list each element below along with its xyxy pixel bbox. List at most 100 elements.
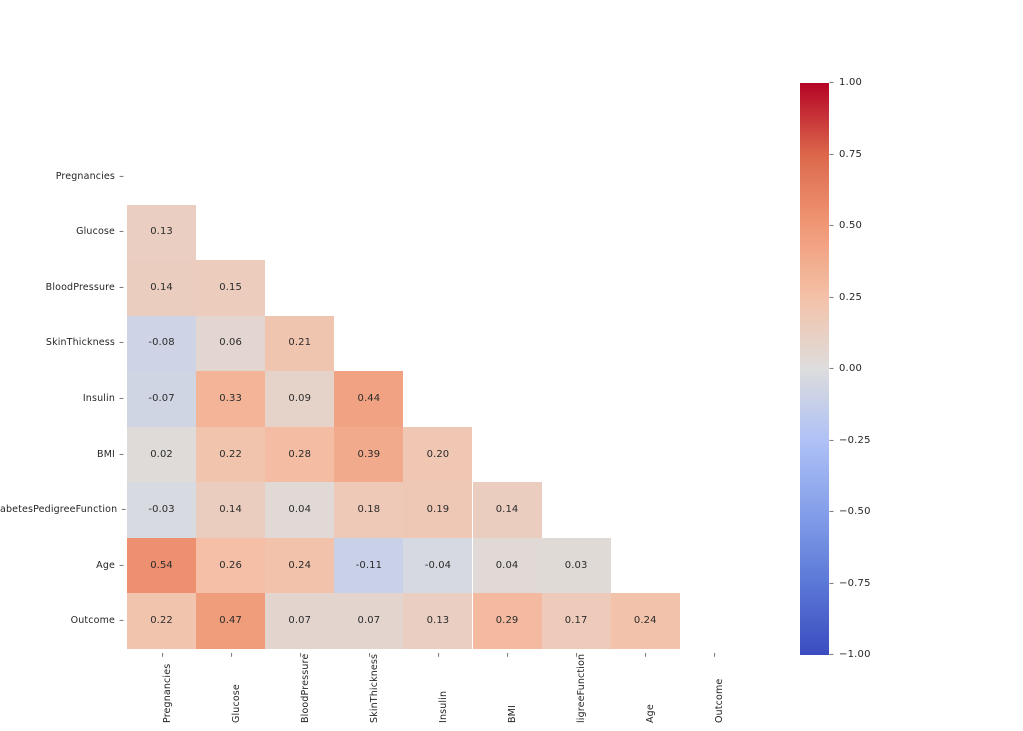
y-tick-mark: – — [119, 337, 124, 349]
heatmap-cell: 0.17 — [541, 593, 611, 649]
colorbar-tick: –0.25 — [800, 292, 862, 304]
heatmap-cell: 0.04 — [265, 482, 335, 538]
heatmap-cell: 0.33 — [196, 371, 266, 427]
x-tick: – Glucose — [224, 651, 242, 723]
y-tick-mark: – — [119, 392, 124, 404]
x-tick-label: Glucose — [230, 684, 242, 723]
colorbar-tick: – −1.00 — [800, 649, 871, 661]
heatmap-cell: 0.18 — [334, 482, 404, 538]
colorbar-tick-label: −0.25 — [839, 434, 871, 446]
colorbar-tick-mark: – — [829, 649, 835, 660]
y-tick: BMI – — [0, 449, 124, 461]
colorbar-axes[interactable] — [800, 83, 829, 655]
y-tick-mark: – — [119, 281, 124, 293]
x-tick: – SkinThickness — [362, 651, 380, 723]
y-tick-label: BloodPressure — [45, 281, 115, 293]
heatmap-cell: 0.24 — [610, 593, 680, 649]
heatmap-cell: 0.28 — [265, 426, 335, 483]
heatmap-cell: 0.22 — [196, 426, 266, 483]
x-tick-label: ligreeFunction — [576, 653, 588, 723]
heatmap-cell: 0.24 — [265, 537, 335, 594]
y-tick-label: Glucose — [76, 226, 115, 238]
colorbar-tick: –0.75 — [800, 149, 862, 161]
colorbar-gradient — [800, 83, 829, 655]
x-tick-label: Pregnancies — [161, 663, 173, 723]
colorbar-tick: –0.50 — [800, 220, 862, 232]
colorbar-tick-mark: – — [829, 363, 835, 374]
y-tick: Outcome – — [0, 615, 124, 627]
heatmap-cell: 0.26 — [196, 537, 266, 594]
y-tick-label: Pregnancies — [55, 170, 115, 182]
heatmap-cell: 0.14 — [127, 260, 197, 316]
x-tick-label: Age — [645, 704, 657, 723]
colorbar-tick-mark: – — [829, 434, 835, 446]
y-tick-label: Insulin — [82, 392, 115, 404]
colorbar-tick-label: −1.00 — [839, 649, 871, 660]
heatmap-cell: 0.29 — [472, 593, 542, 649]
colorbar-tick-label: 0.25 — [839, 291, 863, 303]
x-tick: – Outcome — [707, 651, 725, 723]
heatmap-cell: 0.14 — [196, 482, 266, 538]
y-tick-label: BMI — [97, 448, 115, 460]
x-tick: – Pregnancies — [155, 651, 173, 723]
heatmap-cell: 0.13 — [403, 593, 473, 649]
colorbar-tick-mark: – — [829, 291, 835, 303]
y-tick-mark: – — [119, 448, 124, 460]
heatmap-cell: -0.03 — [127, 482, 197, 538]
colorbar-tick-mark: – — [829, 148, 835, 160]
heatmap-cell: 0.54 — [127, 537, 197, 594]
colorbar-tick-label: 0.50 — [839, 220, 863, 231]
heatmap-cell: 0.22 — [127, 593, 197, 649]
heatmap-cell: -0.07 — [127, 371, 197, 427]
y-tick-mark: – — [119, 615, 124, 627]
heatmap-cell: 0.21 — [265, 315, 335, 372]
x-tick-label: SkinThickness — [368, 653, 380, 723]
x-tick: – BMI — [500, 651, 518, 723]
y-tick-mark: – — [119, 559, 124, 571]
colorbar-tick: –1.00 — [800, 77, 862, 89]
colorbar-tick: – −0.75 — [800, 578, 871, 590]
heatmap-cell: 0.09 — [265, 371, 335, 427]
y-tick-label: SkinThickness — [45, 337, 115, 349]
heatmap-cell: -0.04 — [403, 537, 473, 594]
x-tick-label: BloodPressure — [299, 653, 311, 723]
heatmap-cell: 0.07 — [265, 593, 335, 649]
colorbar-tick-label: 0.00 — [839, 363, 863, 374]
y-tick-label: Age — [96, 559, 115, 571]
colorbar-tick-label: −0.75 — [839, 577, 871, 589]
heatmap-cell: 0.07 — [334, 593, 404, 649]
y-tick: BloodPressure – — [0, 282, 124, 294]
heatmap-cell: 0.13 — [127, 204, 197, 261]
y-tick-mark: – — [121, 504, 127, 516]
colorbar-tick-label: −0.50 — [839, 506, 871, 517]
heatmap-cell: 0.15 — [196, 260, 266, 316]
y-tick: Pregnancies – — [0, 171, 124, 183]
colorbar-tick-mark: – — [829, 220, 835, 231]
heatmap-cell: 0.02 — [127, 426, 197, 483]
heatmap-cell: 0.04 — [472, 537, 542, 594]
colorbar-tick: – −0.50 — [800, 506, 871, 518]
heatmap-cell: 0.14 — [472, 482, 542, 538]
y-tick: Insulin – — [0, 393, 124, 405]
colorbar-tick: – −0.25 — [800, 435, 871, 447]
heatmap-cell: -0.11 — [334, 537, 404, 594]
x-tick: – BloodPressure — [293, 651, 311, 723]
colorbar-tick-mark: – — [829, 77, 835, 88]
colorbar-tick-label: 1.00 — [839, 77, 863, 88]
heatmap-cell: 0.44 — [334, 371, 404, 427]
y-tick-label: abetesPedigreeFunction — [0, 504, 118, 516]
colorbar-tick-mark: – — [829, 506, 835, 517]
y-tick: Glucose – — [0, 226, 124, 238]
x-tick: – Insulin — [431, 651, 449, 723]
heatmap-axes: 0.13 0.14 0.15 -0.08 0.06 0.21 -0.07 0.33 0.09 0.… — [127, 149, 694, 649]
y-tick: Age – — [0, 560, 124, 572]
x-tick-label: Insulin — [437, 690, 449, 723]
heatmap-cell: 0.06 — [196, 315, 266, 372]
heatmap-cell: -0.08 — [127, 315, 197, 372]
y-tick-label: Outcome — [70, 615, 115, 627]
colorbar-tick: –0.00 — [800, 363, 862, 375]
x-tick: – ligreeFunction — [569, 651, 587, 723]
y-tick-mark: – — [119, 226, 124, 238]
y-tick: abetesPedigreeFunction – — [0, 504, 127, 516]
